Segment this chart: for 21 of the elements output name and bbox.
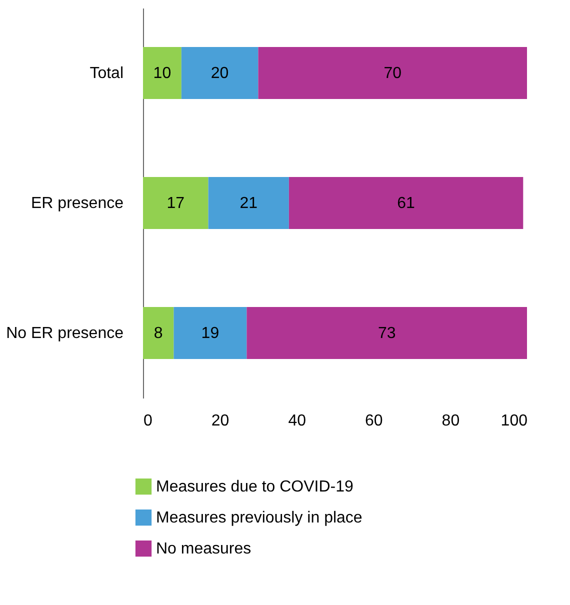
x-tick-label: 40 [288, 412, 306, 430]
data-label: 21 [240, 195, 258, 212]
legend-label: Measures due to COVID-19 [156, 478, 354, 496]
data-label: 70 [384, 65, 402, 82]
x-tick-label: 20 [211, 412, 230, 430]
data-label: 73 [378, 325, 396, 342]
data-label: 61 [397, 195, 416, 212]
x-tick-label: 100 [500, 412, 528, 430]
y-tick-label: Total [90, 65, 124, 82]
data-label: 10 [153, 65, 172, 82]
x-tick-label: 80 [442, 412, 460, 430]
data-label: 8 [154, 325, 163, 342]
y-tick-label: No ER presence [6, 325, 124, 342]
data-label: 19 [201, 325, 220, 342]
x-tick-label: 60 [365, 412, 383, 430]
legend-label: Measures previously in place [156, 510, 362, 526]
data-label: 20 [210, 65, 229, 82]
legend-label: No measures [156, 540, 252, 558]
data-label: 17 [166, 195, 185, 212]
y-tick-label: ER presence [31, 195, 124, 212]
x-tick-label: 0 [144, 412, 152, 430]
